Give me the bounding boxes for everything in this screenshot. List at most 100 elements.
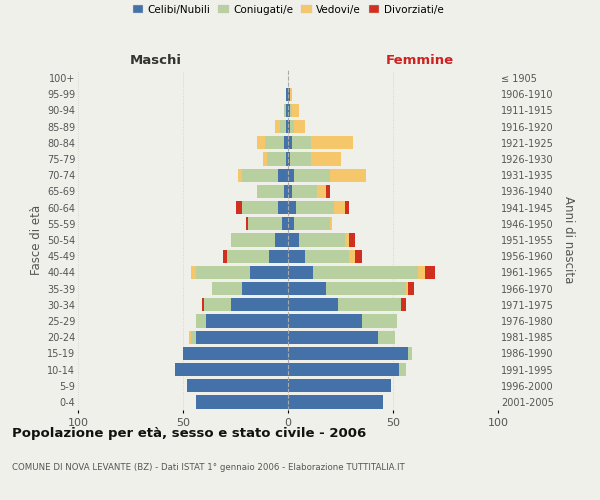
Bar (257, 136, 265, 149)
Bar (232, 298, 288, 312)
Bar (288, 266, 313, 279)
Bar (242, 168, 277, 182)
Bar (345, 234, 349, 246)
Bar (288, 330, 379, 344)
Bar (282, 217, 288, 230)
Bar (191, 266, 196, 279)
Bar (196, 314, 206, 328)
Bar (196, 396, 288, 408)
Bar (284, 136, 288, 149)
Bar (257, 185, 284, 198)
Bar (292, 136, 311, 149)
Bar (408, 282, 414, 295)
Bar (284, 104, 286, 117)
Bar (311, 136, 353, 149)
Bar (288, 152, 290, 166)
Bar (269, 250, 288, 263)
Bar (330, 168, 366, 182)
Bar (326, 185, 330, 198)
Bar (349, 234, 355, 246)
Bar (265, 136, 284, 149)
Bar (223, 250, 227, 263)
Bar (286, 152, 288, 166)
Bar (277, 201, 288, 214)
Bar (267, 152, 286, 166)
Bar (190, 330, 191, 344)
Bar (263, 152, 267, 166)
Bar (286, 120, 288, 134)
Text: Femmine: Femmine (386, 54, 454, 68)
Bar (288, 314, 361, 328)
Bar (212, 282, 242, 295)
Bar (296, 201, 334, 214)
Bar (288, 217, 295, 230)
Bar (326, 282, 406, 295)
Bar (288, 168, 295, 182)
Bar (401, 298, 406, 312)
Bar (191, 330, 196, 344)
Bar (338, 298, 401, 312)
Bar (361, 314, 397, 328)
Y-axis label: Fasce di età: Fasce di età (29, 205, 43, 275)
Bar (292, 104, 299, 117)
Bar (408, 346, 412, 360)
Y-axis label: Anni di nascita: Anni di nascita (562, 196, 575, 284)
Bar (418, 266, 425, 279)
Bar (231, 234, 275, 246)
Text: Maschi: Maschi (130, 54, 182, 68)
Bar (400, 363, 406, 376)
Bar (313, 266, 418, 279)
Legend: Celibi/Nubili, Coniugati/e, Vedovi/e, Divorziati/e: Celibi/Nubili, Coniugati/e, Vedovi/e, Di… (128, 0, 448, 18)
Bar (379, 330, 395, 344)
Bar (288, 120, 290, 134)
Text: Popolazione per età, sesso e stato civile - 2006: Popolazione per età, sesso e stato civil… (12, 428, 366, 440)
Bar (206, 314, 288, 328)
Bar (196, 330, 288, 344)
Bar (288, 88, 290, 101)
Bar (425, 266, 435, 279)
Bar (288, 282, 326, 295)
Bar (286, 88, 288, 101)
Bar (295, 217, 330, 230)
Bar (288, 136, 292, 149)
Bar (299, 234, 344, 246)
Bar (238, 168, 242, 182)
Bar (295, 120, 305, 134)
Bar (242, 282, 288, 295)
Bar (311, 152, 341, 166)
Bar (204, 298, 232, 312)
Bar (406, 282, 408, 295)
Bar (288, 185, 292, 198)
Bar (246, 217, 248, 230)
Bar (250, 266, 288, 279)
Bar (284, 185, 288, 198)
Bar (187, 379, 288, 392)
Bar (280, 120, 286, 134)
Bar (288, 379, 391, 392)
Bar (290, 120, 295, 134)
Bar (349, 250, 355, 263)
Bar (288, 298, 338, 312)
Bar (288, 104, 290, 117)
Bar (235, 201, 242, 214)
Bar (175, 363, 288, 376)
Bar (288, 201, 296, 214)
Bar (288, 396, 383, 408)
Bar (275, 120, 280, 134)
Bar (305, 250, 349, 263)
Bar (248, 217, 282, 230)
Bar (355, 250, 362, 263)
Bar (286, 104, 288, 117)
Bar (288, 363, 400, 376)
Bar (196, 266, 250, 279)
Bar (202, 298, 204, 312)
Bar (334, 201, 344, 214)
Bar (242, 201, 277, 214)
Bar (288, 250, 305, 263)
Bar (288, 234, 299, 246)
Bar (295, 168, 330, 182)
Bar (275, 234, 288, 246)
Bar (330, 217, 332, 230)
Bar (292, 185, 317, 198)
Bar (317, 185, 326, 198)
